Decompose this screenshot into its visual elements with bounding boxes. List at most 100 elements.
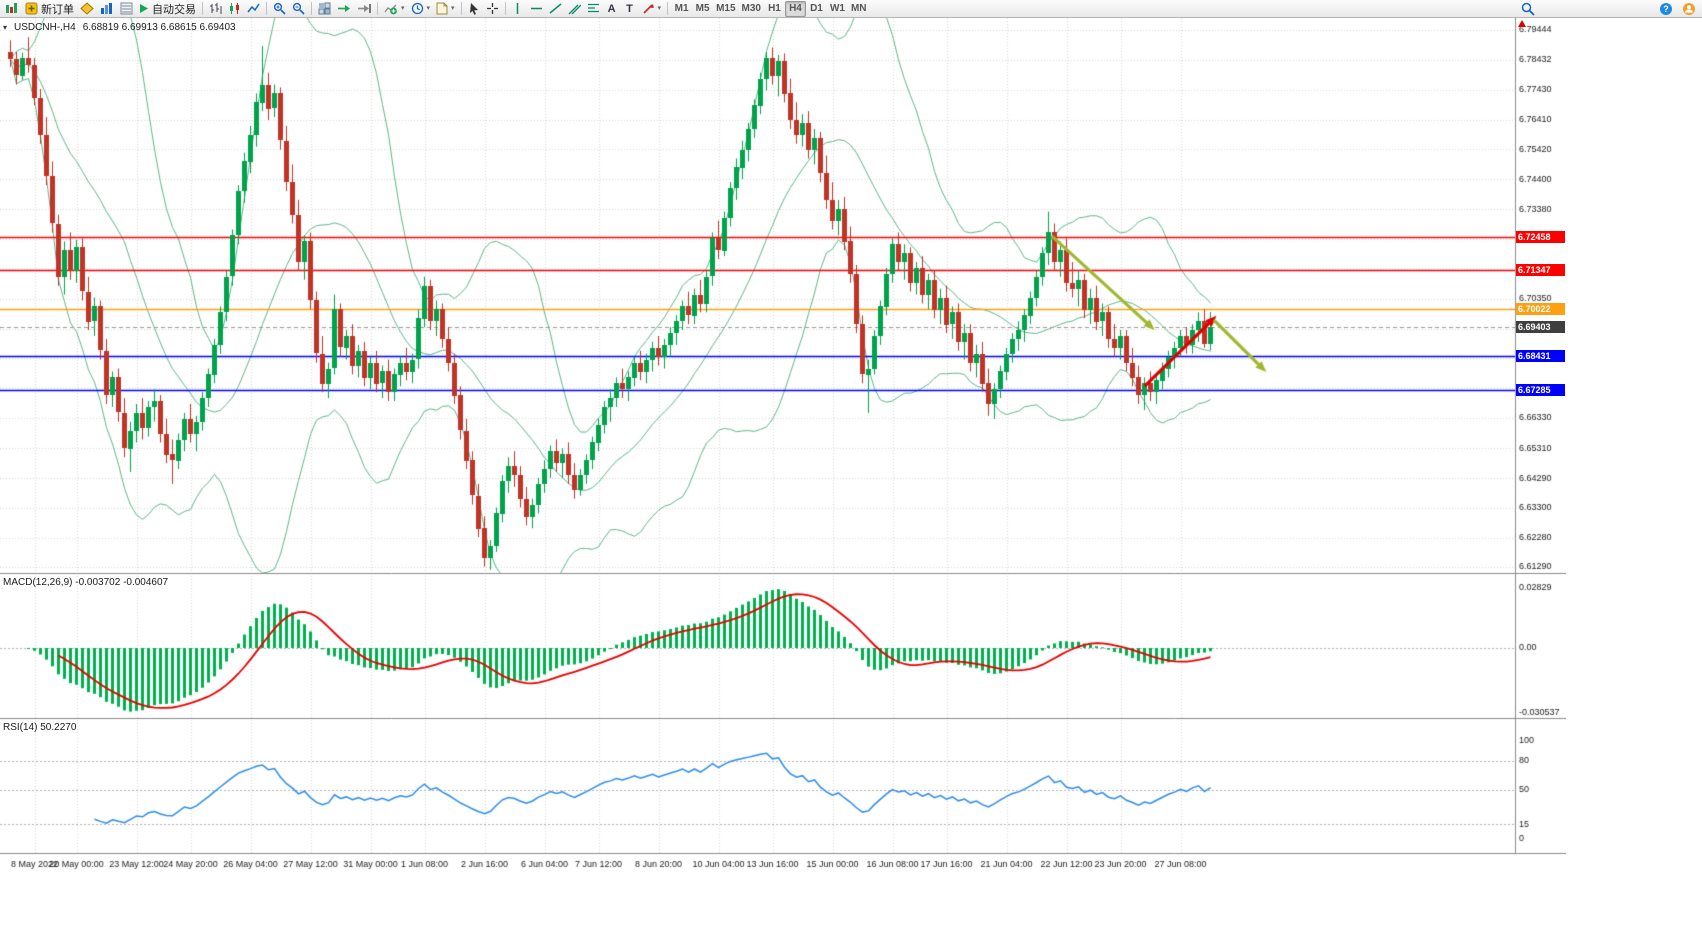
indicators-icon xyxy=(384,4,397,15)
timeframe-h4[interactable]: H4 xyxy=(784,0,806,17)
candlestick-button[interactable] xyxy=(225,1,244,17)
line-chart-icon xyxy=(247,3,260,13)
templates-icon xyxy=(436,2,448,15)
indicators-button[interactable]: ▾ xyxy=(381,1,408,17)
svg-text:?: ? xyxy=(1663,4,1669,14)
bar-chart-icon xyxy=(210,3,222,14)
timeframe-h1[interactable]: H1 xyxy=(768,3,781,14)
one-click-trading-toggle[interactable]: ▾ xyxy=(3,23,8,32)
zoom-out-button[interactable] xyxy=(289,1,308,17)
scroll-to-end-marker[interactable] xyxy=(1518,20,1526,27)
horizontal-line-icon xyxy=(530,7,542,10)
toolbar-separator xyxy=(667,2,669,15)
text-button[interactable]: A xyxy=(603,1,621,17)
arrow-tool-icon xyxy=(642,3,654,14)
crosshair-icon xyxy=(486,3,498,14)
periods-clock-icon xyxy=(411,2,423,15)
horizontal-line-button[interactable] xyxy=(527,1,546,17)
timeframe-m30[interactable]: M30 xyxy=(741,3,761,14)
bar-chart-button[interactable] xyxy=(206,1,225,17)
chart-ohlc-values: 6.68819 6.69913 6.68615 6.69403 xyxy=(82,22,236,33)
help-icon: ? xyxy=(1660,3,1672,15)
zoom-out-icon xyxy=(292,2,305,15)
price-tag: 6.67285 xyxy=(1516,383,1565,396)
timeframe-d1[interactable]: D1 xyxy=(810,3,823,14)
cursor-icon xyxy=(469,3,478,15)
candlestick-icon xyxy=(230,3,239,14)
toolbar-separator xyxy=(377,2,378,15)
dropdown-caret-icon: ▾ xyxy=(451,4,455,12)
fibonacci-button[interactable] xyxy=(584,1,603,17)
timeframe-m15[interactable]: M15 xyxy=(716,3,736,14)
periods-button[interactable]: ▾ xyxy=(408,1,434,17)
search-button[interactable] xyxy=(1518,1,1538,17)
price-tag: 6.69403 xyxy=(1516,321,1565,333)
metaeditor-button[interactable] xyxy=(77,1,97,17)
zoom-in-button[interactable] xyxy=(270,1,289,17)
trendline-icon xyxy=(549,3,562,14)
search-icon xyxy=(1521,2,1535,16)
text-icon: A xyxy=(607,2,616,15)
account-button[interactable] xyxy=(1679,1,1699,17)
price-tag: 6.72458 xyxy=(1516,230,1565,243)
toolbar: 新订单 自动交易 ▾ ▾ ▾ A T ▾ M1 M5 M15 M30 H1 H4… xyxy=(0,0,1702,18)
dropdown-caret-icon: ▾ xyxy=(401,4,405,12)
label-button[interactable]: T xyxy=(621,1,639,17)
metaeditor-icon xyxy=(80,2,94,15)
price-tag: 6.71347 xyxy=(1516,263,1565,276)
toolbar-corner-icons: ? xyxy=(1656,1,1699,17)
profiles-button[interactable] xyxy=(97,1,117,17)
tile-windows-icon xyxy=(318,2,331,15)
vertical-line-icon xyxy=(516,3,519,14)
vertical-line-button[interactable] xyxy=(509,1,527,17)
autotrading-button[interactable]: 自动交易 xyxy=(136,1,199,17)
toolbar-separator xyxy=(504,2,506,15)
market-watch-icon xyxy=(120,2,133,15)
auto-scroll-button[interactable] xyxy=(334,1,354,17)
chart-canvas[interactable] xyxy=(0,18,1566,940)
cursor-button[interactable] xyxy=(465,1,483,17)
new-chart-icon xyxy=(6,3,17,13)
label-icon: T xyxy=(626,2,633,15)
crosshair-button[interactable] xyxy=(483,1,502,17)
autotrading-label: 自动交易 xyxy=(152,3,196,16)
rsi-label: RSI(14) 50.2270 xyxy=(3,722,77,733)
chart-shift-button[interactable] xyxy=(354,1,374,17)
help-button[interactable]: ? xyxy=(1656,1,1676,17)
chart-symbol-label: USDCNH-,H4 xyxy=(14,22,76,33)
tile-windows-button[interactable] xyxy=(315,1,334,17)
zoom-in-icon xyxy=(273,2,286,15)
price-tag: 6.70022 xyxy=(1516,302,1565,315)
fibonacci-icon xyxy=(587,3,599,13)
timeframe-m5[interactable]: M5 xyxy=(695,3,710,14)
chart-shift-icon xyxy=(358,4,371,13)
line-chart-button[interactable] xyxy=(244,1,263,17)
timeframe-m1[interactable]: M1 xyxy=(674,3,689,14)
auto-scroll-icon xyxy=(338,5,350,12)
toolbar-separator xyxy=(460,2,462,15)
timeframe-w1[interactable]: W1 xyxy=(829,3,845,14)
price-tag: 6.68431 xyxy=(1516,349,1565,362)
toolbar-separator xyxy=(202,2,203,15)
trendline-button[interactable] xyxy=(546,1,565,17)
new-chart-button[interactable] xyxy=(2,1,22,17)
toolbar-separator xyxy=(266,2,267,15)
market-watch-button[interactable] xyxy=(117,1,136,17)
channel-button[interactable] xyxy=(565,1,584,17)
timeframe-mn[interactable]: MN xyxy=(850,3,867,14)
toolbar-separator xyxy=(311,2,312,15)
profiles-icon xyxy=(101,3,112,14)
templates-button[interactable]: ▾ xyxy=(433,1,458,17)
new-order-icon xyxy=(25,2,38,15)
chart-window[interactable]: ▾ USDCNH-,H4 6.68819 6.69913 6.68615 6.6… xyxy=(0,18,1702,940)
new-order-button[interactable]: 新订单 xyxy=(22,1,77,17)
chart-title-overlay: ▾ USDCNH-,H4 6.68819 6.69913 6.68615 6.6… xyxy=(3,22,236,33)
dropdown-caret-icon: ▾ xyxy=(657,4,662,12)
channel-icon xyxy=(568,4,581,15)
autotrading-play-icon xyxy=(140,4,148,13)
macd-label: MACD(12,26,9) -0.003702 -0.004607 xyxy=(3,577,169,588)
dropdown-caret-icon: ▾ xyxy=(426,4,431,12)
new-order-label: 新订单 xyxy=(41,3,74,16)
account-icon xyxy=(1683,3,1695,15)
arrows-tool-button[interactable]: ▾ xyxy=(639,1,665,17)
